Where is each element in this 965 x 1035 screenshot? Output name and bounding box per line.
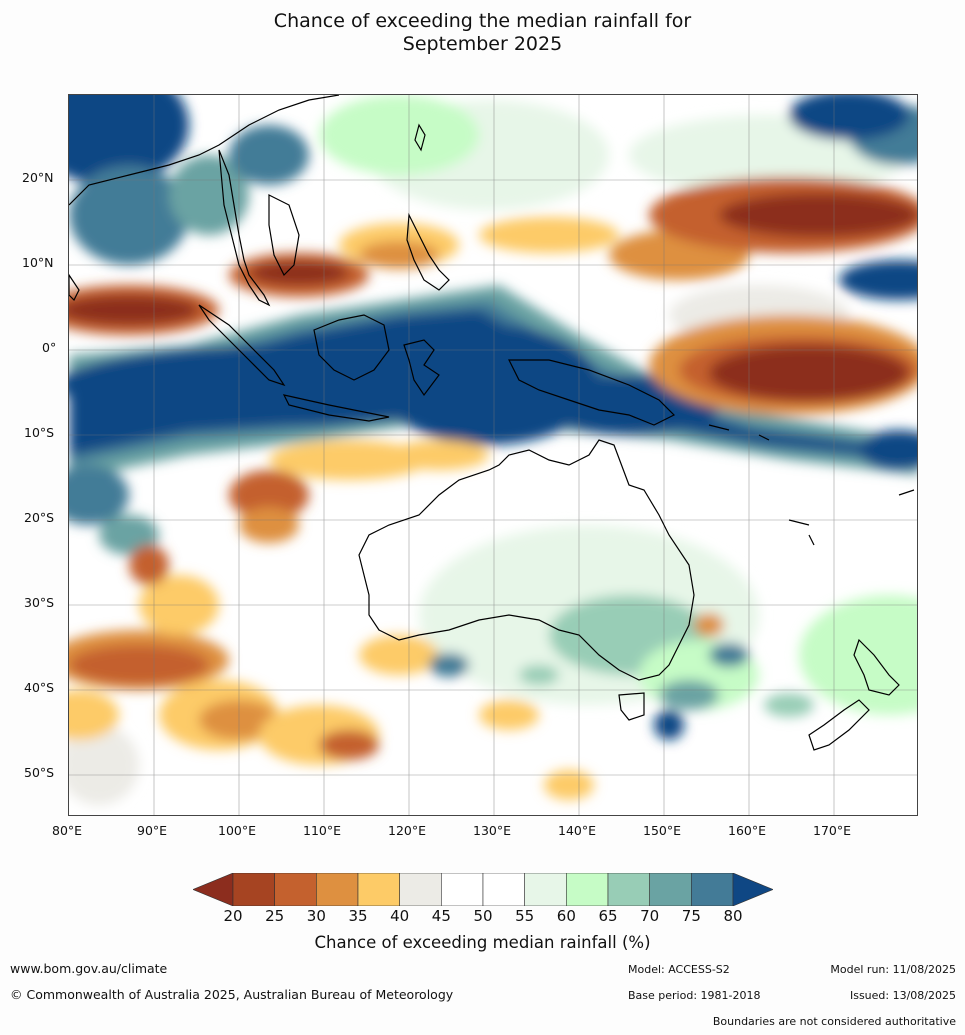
colorbar-tick-label: 40 — [390, 907, 410, 925]
lat-label-10s: 10°S — [24, 425, 55, 440]
footer-base-period: Base period: 1981-2018 — [628, 989, 761, 1002]
footer-model: Model: ACCESS-S2 — [628, 963, 730, 976]
new-guinea-coastline — [508, 359, 676, 426]
colorbar-extend-low — [193, 873, 234, 906]
new-zealand-north-coastline — [853, 638, 900, 696]
lat-label-30s: 30°S — [24, 595, 55, 610]
colorbar-tick-label: 25 — [265, 907, 285, 925]
lon-label-130e: 130°E — [473, 823, 512, 838]
colorbar-tick-label: 30 — [306, 907, 326, 925]
colorbar-bin — [691, 873, 734, 906]
colorbar-tick-label: 70 — [640, 907, 660, 925]
colorbar-bin — [566, 873, 609, 906]
colorbar-bin — [607, 873, 650, 906]
colorbar-tick-label: 80 — [723, 907, 743, 925]
lat-label-20n: 20°N — [22, 170, 54, 185]
colorbar-bin — [524, 873, 567, 906]
lon-label-170e: 170°E — [813, 823, 852, 838]
borneo-coastline — [313, 314, 390, 381]
colorbar-tick-label: 65 — [598, 907, 618, 925]
footer-model-run: Model run: 11/08/2025 — [830, 963, 956, 976]
coastlines — [69, 95, 915, 751]
lon-label-110e: 110°E — [303, 823, 342, 838]
sumatra-coastline — [198, 304, 286, 387]
colorbar-bin — [649, 873, 692, 906]
colorbar-bin — [232, 873, 275, 906]
footer-copyright: © Commonwealth of Australia 2025, Austra… — [10, 987, 454, 1002]
lon-label-150e: 150°E — [643, 823, 682, 838]
colorbar-bin — [482, 873, 525, 906]
lon-label-140e: 140°E — [558, 823, 597, 838]
lon-label-120e: 120°E — [388, 823, 427, 838]
footer-website[interactable]: www.bom.gov.au/climate — [10, 961, 168, 976]
footer-disclaimer: Boundaries are not considered authoritat… — [712, 1015, 956, 1028]
lat-label-40s: 40°S — [24, 680, 55, 695]
rainfall-field — [69, 95, 917, 805]
lat-label-20s: 20°S — [24, 510, 55, 525]
se-asia-coastline — [69, 95, 340, 307]
new-zealand-south-coastline — [808, 699, 870, 751]
colorbar-tick-label: 35 — [348, 907, 368, 925]
colorbar-bin — [399, 873, 442, 906]
australia-coastline — [358, 439, 695, 681]
colorbar-tick-label: 50 — [473, 907, 493, 925]
map-title: Chance of exceeding the median rainfall … — [0, 10, 965, 56]
lat-label-50s: 50°S — [24, 765, 55, 780]
colorbar-tick-label: 55 — [515, 907, 535, 925]
footer-issued: Issued: 13/08/2025 — [849, 989, 956, 1002]
colorbar — [193, 873, 773, 906]
lon-label-90e: 90°E — [137, 823, 168, 838]
sri-lanka-coastline — [69, 273, 80, 302]
colorbar-bin — [316, 873, 359, 906]
lat-label-0: 0° — [42, 340, 57, 355]
tasmania-coastline — [618, 692, 645, 721]
rainfall-map — [68, 94, 918, 816]
philippines-coastline — [406, 212, 450, 291]
colorbar-tick-label: 20 — [223, 907, 243, 925]
taiwan-coastline — [414, 123, 426, 152]
colorbar-tick-label: 45 — [431, 907, 451, 925]
colorbar-tick-label: 60 — [556, 907, 576, 925]
lat-label-10n: 10°N — [22, 255, 54, 270]
lon-label-80e: 80°E — [52, 823, 83, 838]
pacific-islands-coastline — [708, 424, 915, 546]
colorbar-extend-high — [732, 873, 773, 906]
rainfall-map-svg — [69, 95, 917, 815]
map-title-line1: Chance of exceeding the median rainfall … — [273, 10, 692, 32]
colorbar-tick-label: 75 — [681, 907, 701, 925]
sulawesi-coastline — [403, 339, 440, 397]
colorbar-bin — [357, 873, 400, 906]
lon-label-160e: 160°E — [728, 823, 767, 838]
colorbar-title: Chance of exceeding median rainfall (%) — [314, 933, 651, 952]
colorbar-bin — [274, 873, 317, 906]
lon-label-100e: 100°E — [218, 823, 257, 838]
map-title-line2: September 2025 — [402, 33, 563, 55]
java-coastline — [282, 394, 390, 422]
colorbar-bin — [441, 873, 484, 906]
graticule — [69, 95, 917, 815]
